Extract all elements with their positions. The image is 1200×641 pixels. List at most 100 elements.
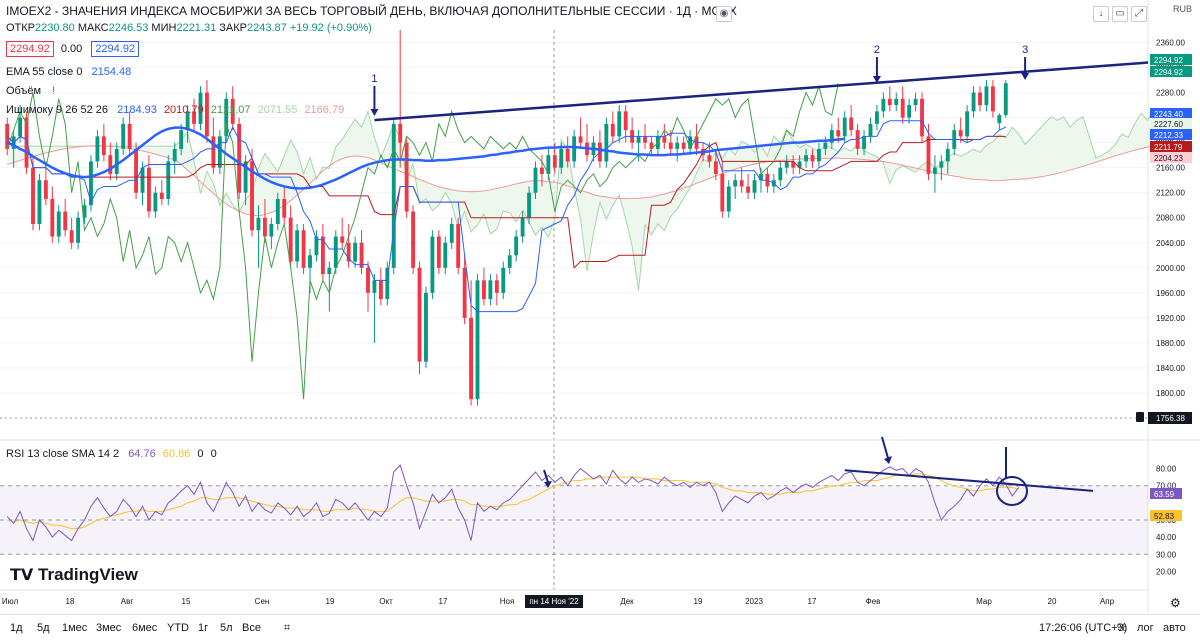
- rsi-tick-label: 70.00: [1156, 482, 1177, 491]
- expand-icon[interactable]: ⤢: [1131, 6, 1147, 22]
- clock-readout[interactable]: 17:26:06 (UTC+3): [1039, 622, 1128, 634]
- chart-title: IMOEX2 - ЗНАЧЕНИЯ ИНДЕКСА МОСБИРЖИ ЗА ВЕ…: [6, 4, 737, 18]
- candle-body: [378, 280, 383, 300]
- candle-body: [114, 148, 119, 174]
- candle-body: [900, 98, 905, 118]
- candle-body: [250, 161, 254, 231]
- volume-label: Объём: [6, 85, 42, 97]
- price-tick-label: 2280.00: [1156, 89, 1185, 98]
- close-value: 2243.87: [247, 22, 287, 34]
- rsi-tick-label: 20.00: [1156, 567, 1177, 576]
- arrow-down-icon[interactable]: ↓: [1093, 6, 1109, 22]
- log-toggle[interactable]: лог: [1137, 622, 1154, 634]
- candle-body: [784, 161, 789, 168]
- senkou-span-b-line: [7, 142, 1174, 217]
- ichimoku-legend[interactable]: Ишимоку 9 26 52 26 2184.93 2010.79 2121.…: [6, 103, 344, 117]
- candle-body: [140, 167, 145, 193]
- rsi-tag-label: 52.83: [1154, 512, 1175, 521]
- rsi-extra-a: 0: [197, 448, 204, 460]
- rsi-legend[interactable]: RSI 13 close SMA 14 2 64.76 60.86 0 0: [6, 447, 217, 461]
- annotation-2-arrow-label: 2: [874, 44, 880, 56]
- annotation-3-arrow-label: 3: [1022, 44, 1028, 56]
- crosshair-price-label: 1756.38: [1156, 414, 1185, 423]
- candle-body: [1003, 83, 1008, 116]
- rsi-tag-box: [1150, 510, 1182, 521]
- gear-icon[interactable]: ⚙: [1170, 596, 1181, 610]
- range-6m-button[interactable]: 6мес: [132, 622, 158, 634]
- price-tag-label: 2294.92: [1154, 56, 1183, 65]
- ichimoku-tenkan: 2184.93: [117, 104, 157, 116]
- candle-body: [978, 92, 982, 106]
- candle-body: [559, 148, 564, 168]
- time-tick-label: Июл: [2, 597, 19, 606]
- candle-body: [939, 161, 944, 168]
- candle-body: [675, 142, 680, 149]
- volume-legend[interactable]: Объём !: [6, 84, 55, 98]
- ema-legend[interactable]: EMA 55 close 0 2154.48: [6, 65, 131, 79]
- candle-body: [327, 267, 332, 275]
- candle-body: [436, 236, 441, 268]
- eye-icon[interactable]: ◉: [716, 6, 732, 22]
- range-1d-button[interactable]: 1д: [10, 622, 23, 634]
- ema-line: [6, 126, 845, 190]
- candle-body: [262, 217, 267, 237]
- range-5d-button[interactable]: 5д: [37, 622, 50, 634]
- range-5y-button[interactable]: 5л: [220, 622, 233, 634]
- rsi-tick-label: 80.00: [1156, 465, 1177, 474]
- percent-toggle[interactable]: %: [1117, 622, 1127, 634]
- spread-value: 0.00: [60, 43, 83, 55]
- price-tag-box: [1150, 66, 1192, 77]
- candle-body: [24, 117, 29, 168]
- candle-body: [475, 280, 480, 400]
- candle-body: [230, 98, 235, 124]
- candle-body: [179, 130, 184, 149]
- ichimoku-cloud: [7, 108, 1174, 291]
- ichimoku-span-a: 2071.55: [257, 104, 298, 116]
- candle-body: [984, 86, 989, 106]
- price-tick-label: 2000.00: [1156, 264, 1185, 273]
- range-1y-button[interactable]: 1г: [198, 622, 209, 634]
- range-all-button[interactable]: Все: [242, 622, 261, 634]
- rsi-tag-box: [1150, 488, 1182, 499]
- candle-body: [932, 167, 937, 174]
- range-3m-button[interactable]: 3мес: [96, 622, 122, 634]
- auto-toggle[interactable]: авто: [1163, 622, 1186, 634]
- rsi-label: RSI 13 close SMA 14 2: [6, 448, 120, 460]
- time-tick-label: 2023: [745, 597, 763, 606]
- warning-icon: !: [52, 85, 56, 97]
- candle-body: [945, 148, 950, 162]
- candle-body: [353, 242, 358, 262]
- range-1m-button[interactable]: 1мес: [62, 622, 88, 634]
- kijun-line: [6, 135, 1006, 269]
- candle-body: [520, 217, 525, 237]
- candle-body: [385, 267, 390, 300]
- candle-body: [243, 161, 248, 193]
- trade-row: 2294.92 0.00 2294.92: [6, 41, 143, 57]
- window-icon[interactable]: ▭: [1112, 6, 1128, 22]
- rsi-tag-label: 63.59: [1154, 490, 1175, 499]
- candle-body: [501, 267, 506, 293]
- candle-body: [752, 180, 757, 193]
- sell-button[interactable]: 2294.92: [6, 41, 54, 57]
- candle-body: [726, 186, 731, 212]
- candle-body: [836, 130, 841, 137]
- price-tag-label: 2243.40: [1154, 110, 1183, 119]
- candle-body: [359, 242, 364, 268]
- calendar-icon[interactable]: ⌗: [284, 622, 291, 634]
- rsi-small-arrow-head: [544, 481, 552, 488]
- range-ytd-button[interactable]: YTD: [167, 622, 189, 634]
- rsi-arrow-head: [884, 456, 892, 464]
- time-tick-label: 20: [1048, 597, 1057, 606]
- time-tick-label: 19: [326, 597, 335, 606]
- price-tag-label: 2294.92: [1154, 68, 1183, 77]
- price-tick-label: 2040.00: [1156, 239, 1185, 248]
- buy-button[interactable]: 2294.92: [91, 41, 140, 57]
- rsi-sma-value: 60.86: [162, 448, 191, 460]
- tenkan-line: [6, 120, 1006, 313]
- bottom-toolbar: 1д 5д 1мес 3мес 6мес YTD 1г 5л Все ⌗ 17:…: [0, 614, 1200, 641]
- price-tick-label: 2360.00: [1156, 39, 1185, 48]
- candle-body: [430, 236, 435, 293]
- time-tick-label: 18: [66, 597, 75, 606]
- candle-body: [127, 123, 132, 149]
